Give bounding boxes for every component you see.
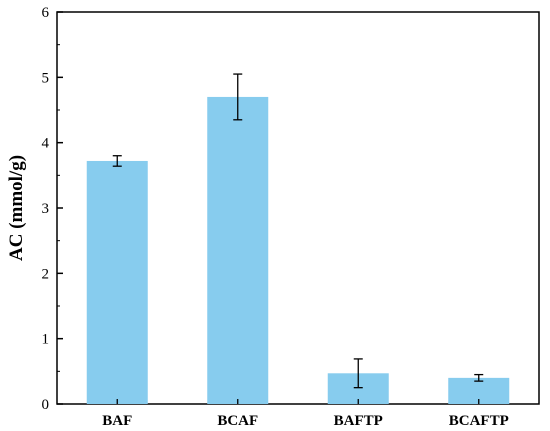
y-tick-label: 3 bbox=[42, 201, 50, 217]
x-tick-label-bcaftp: BCAFTP bbox=[449, 413, 509, 429]
bar-baf bbox=[86, 160, 148, 404]
bars-group bbox=[86, 96, 510, 404]
y-tick-label: 1 bbox=[42, 332, 50, 348]
y-tick-label: 0 bbox=[42, 397, 50, 413]
y-tick-label: 4 bbox=[42, 136, 50, 152]
x-tick-label-baf: BAF bbox=[102, 413, 132, 429]
bar-bcaf bbox=[207, 96, 269, 404]
y-tick-label: 6 bbox=[42, 5, 50, 21]
y-axis-title: AC (mmol/g) bbox=[6, 155, 27, 261]
error-bars-group bbox=[112, 73, 484, 389]
y-tick-label: 2 bbox=[42, 266, 50, 282]
y-tick-label: 5 bbox=[42, 70, 50, 86]
x-tick-label-baftp: BAFTP bbox=[334, 413, 383, 429]
y-axis-ticks: 0 1 2 3 4 5 6 bbox=[42, 5, 63, 413]
x-axis-labels: BAF BCAF BAFTP BCAFTP bbox=[102, 399, 509, 429]
x-tick-label-bcaf: BCAF bbox=[217, 413, 258, 429]
